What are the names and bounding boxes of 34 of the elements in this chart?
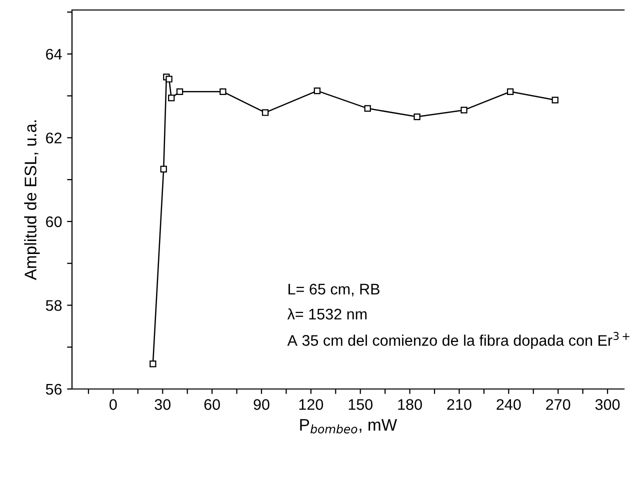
point: [220, 88, 226, 95]
x-tick-label: 240: [496, 399, 521, 410]
x-tick-label: 30: [154, 399, 171, 410]
y-tick-label: 60: [46, 216, 62, 228]
x-tick-label: 210: [447, 399, 472, 410]
point: [150, 360, 156, 368]
point: [166, 76, 172, 82]
x-tick-label: 300: [595, 399, 620, 410]
annotation: λ= 1532 nm: [287, 308, 367, 320]
point: [160, 166, 167, 172]
y-tick-label: 64: [46, 48, 62, 60]
y-tick-label: 56: [46, 384, 62, 395]
y-tick-label: 58: [46, 300, 62, 311]
annotation: L= 65 cm, RB: [288, 284, 380, 296]
y-axis-title: Amplitud de ESL, u.a.: [24, 120, 40, 280]
point: [168, 94, 175, 102]
x-tick-label: 180: [398, 399, 422, 410]
point: [262, 109, 269, 116]
point: [314, 87, 321, 94]
x-tick-label: 120: [299, 399, 324, 410]
annotation: A 35 cm del comienzo de la fibra dopada con Er$^{3+}$: [287, 332, 630, 349]
point: [460, 106, 468, 114]
x-tick-label: 60: [204, 399, 220, 410]
x-tick-label: 150: [348, 399, 373, 410]
x-tick-label: 90: [254, 399, 270, 410]
point: [506, 88, 514, 95]
x-axis-title: P$_{bombeo}$, mW: [300, 419, 398, 434]
y-tick-label: 62: [46, 132, 62, 144]
point: [364, 105, 371, 112]
point: [414, 113, 420, 120]
x-tick-label: 270: [546, 399, 570, 410]
x-tick-label: 0: [110, 399, 117, 410]
point: [552, 96, 558, 104]
point: [176, 88, 184, 95]
